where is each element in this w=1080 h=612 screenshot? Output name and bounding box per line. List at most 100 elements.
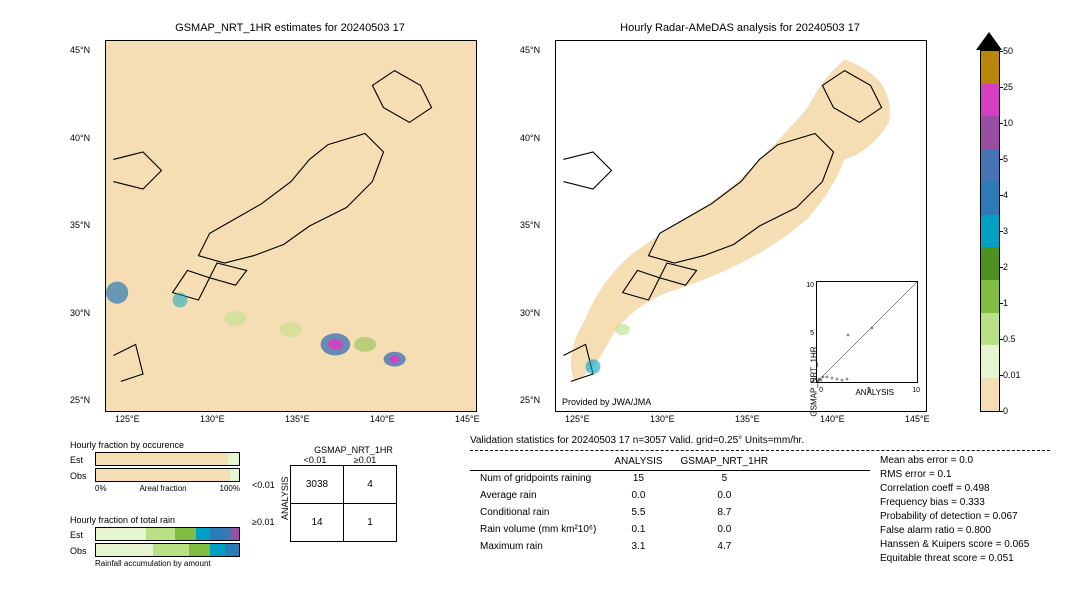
ytick: 45°N	[70, 45, 81, 55]
colorbar-tick-label: 2	[1003, 262, 1008, 272]
xtick: 135°E	[735, 414, 760, 424]
vhdr-gsmap: GSMAP_NRT_1HR	[673, 454, 777, 469]
bar-segment	[196, 528, 210, 540]
frac-total: Hourly fraction of total rain Est Obs Ra…	[70, 515, 240, 568]
ytick: 35°N	[70, 220, 81, 230]
colorbar-tick-label: 0.5	[1003, 334, 1016, 344]
dashboard: GSMAP_NRT_1HR estimates for 20240503 17 …	[10, 10, 1070, 602]
stat-line: RMS error = 0.1	[880, 469, 1029, 480]
ytick: 30°N	[70, 308, 81, 318]
cont-row1: ≥0.01	[252, 517, 274, 527]
colorbar-tickmark	[999, 123, 1003, 124]
xtick: 125°E	[115, 414, 140, 424]
ytick: 25°N	[520, 395, 531, 405]
ytick: 35°N	[520, 220, 531, 230]
scatter-point	[841, 379, 844, 382]
vrow-g: 0.0	[673, 488, 777, 503]
bar-segment	[146, 528, 175, 540]
inset-tick-y2: 10	[806, 282, 814, 289]
vhdr-blank	[472, 454, 604, 469]
ytick: 40°N	[520, 133, 531, 143]
inset-tick-y0: 0	[810, 378, 814, 385]
frac-tot-row1: Obs	[70, 546, 95, 556]
cont-cell-00: 3038	[291, 466, 344, 504]
scatter-point	[826, 376, 829, 379]
validation-stats-right: Mean abs error = 0.0RMS error = 0.1Corre…	[880, 455, 1029, 567]
bar-est-tot	[95, 527, 240, 541]
stat-line: Hanssen & Kuipers score = 0.065	[880, 539, 1029, 550]
map-left-title: GSMAP_NRT_1HR estimates for 20240503 17	[105, 22, 475, 34]
vrow-label: Average rain	[472, 488, 604, 503]
colorbar-tick-label: 50	[1003, 46, 1013, 56]
colorbar-segment	[981, 280, 999, 313]
scatter-point	[822, 376, 825, 379]
frac-tot-title: Hourly fraction of total rain	[70, 515, 240, 525]
inset-tick-y1: 5	[810, 330, 814, 337]
cont-cell-01: 4	[344, 466, 397, 504]
provided-by-label: Provided by JWA/JMA	[562, 397, 651, 407]
ytick: 45°N	[520, 45, 531, 55]
bar-segment	[225, 528, 232, 540]
stat-line: Probability of detection = 0.067	[880, 511, 1029, 522]
scatter-point	[831, 377, 834, 380]
inset-tick-x1: 5	[867, 387, 871, 394]
colorbar-tick-label: 10	[1003, 118, 1013, 128]
inset-xlabel: ANALYSIS	[855, 388, 894, 397]
colorbar-tick-label: 5	[1003, 154, 1008, 164]
vrow-g: 0.0	[673, 522, 777, 537]
colorbar-tick-label: 1	[1003, 298, 1008, 308]
colorbar-segment	[981, 182, 999, 215]
validation-table: ANALYSIS GSMAP_NRT_1HR Num of gridpoints…	[470, 452, 778, 556]
colorbar-tick-label: 0.01	[1003, 370, 1021, 380]
frac-occ-x0: 0%	[95, 484, 107, 493]
frac-tot-footer: Rainfall accumulation by amount	[70, 559, 240, 568]
frac-occ-row0: Est	[70, 455, 95, 465]
vrow-g: 8.7	[673, 505, 777, 520]
bar-segment	[96, 544, 153, 556]
frac-tot-row0: Est	[70, 530, 95, 540]
bar-segment	[210, 528, 224, 540]
scatter-point	[846, 378, 849, 381]
colorbar-tickmark	[999, 87, 1003, 88]
bar-segment	[210, 544, 224, 556]
colorbar-segment	[981, 247, 999, 280]
colorbar-segment	[981, 378, 999, 411]
vrow-g: 5	[673, 471, 777, 486]
colorbar-tickmark	[999, 411, 1003, 412]
cont-col1: ≥0.01	[340, 455, 390, 465]
bar-segment	[230, 469, 239, 481]
colorbar-segment	[981, 84, 999, 117]
vrow-a: 0.1	[606, 522, 670, 537]
cont-rowtitle: ANALYSIS	[280, 455, 290, 542]
xtick: 140°E	[370, 414, 395, 424]
colorbar: 00.010.512345102550	[980, 50, 1000, 412]
colorbar-tick-label: 25	[1003, 82, 1013, 92]
xtick: 145°E	[905, 414, 930, 424]
vrow-label: Num of gridpoints raining	[472, 471, 604, 486]
colorbar-segment	[981, 149, 999, 182]
bar-obs-tot	[95, 543, 240, 557]
ytick: 30°N	[520, 308, 531, 318]
vrow-a: 3.1	[606, 539, 670, 554]
bar-obs-occ	[95, 468, 240, 482]
validation-divider	[470, 450, 1050, 451]
bar-segment	[96, 528, 146, 540]
map-left	[105, 40, 477, 412]
vrow-label: Maximum rain	[472, 539, 604, 554]
colorbar-tick-label: 0	[1003, 406, 1008, 416]
vrow-g: 4.7	[673, 539, 777, 554]
cont-cell-10: 14	[291, 504, 344, 542]
stat-line: Mean abs error = 0.0	[880, 455, 1029, 466]
map-right: Provided by JWA/JMA ANALYSIS GSMAP_NRT_1…	[555, 40, 927, 412]
xtick: 125°E	[565, 414, 590, 424]
frac-occ-x1: 100%	[220, 484, 240, 493]
xtick: 135°E	[285, 414, 310, 424]
colorbar-tickmark	[999, 375, 1003, 376]
colorbar-segment	[981, 313, 999, 346]
validation-header: Validation statistics for 20240503 17 n=…	[470, 435, 1050, 446]
colorbar-tickmark	[999, 303, 1003, 304]
frac-occ-xlabel: Areal fraction	[139, 484, 186, 493]
bar-segment	[175, 528, 196, 540]
contingency-table: GSMAP_NRT_1HR ANALYSIS <0.01 ≥0.01 30384…	[280, 445, 397, 542]
vrow-label: Rain volume (mm km²10⁶)	[472, 522, 604, 537]
